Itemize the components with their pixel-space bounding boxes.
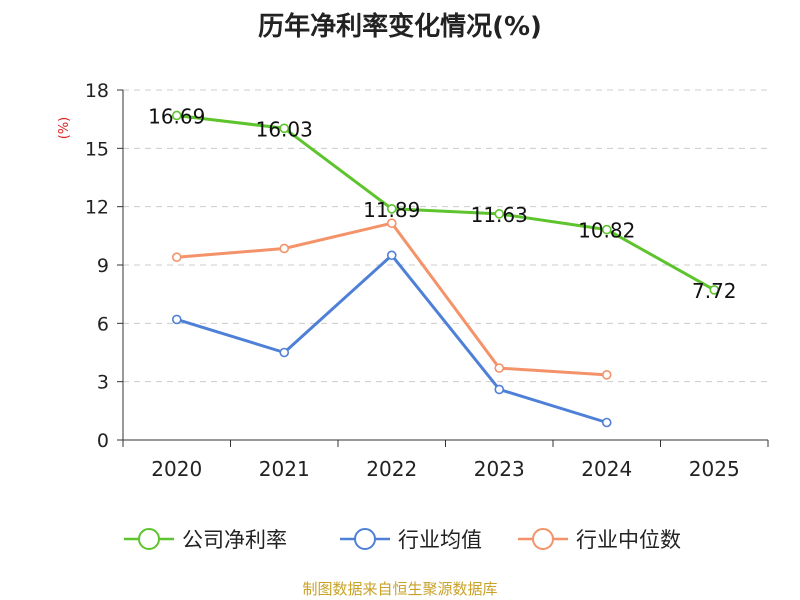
x-tick-label: 2021 [259,457,310,481]
series-2-point [279,243,290,254]
series-0-point [386,204,397,214]
y-axis-label: (%) [57,117,72,140]
legend: 公司净利率 行业均值 行业中位数 [124,528,681,552]
x-tick-label: 2025 [689,457,740,481]
legend-marker-1 [354,528,376,550]
data-label: 10.82 [578,219,635,243]
series-0-point [601,224,612,235]
series-2-point [494,363,505,373]
x-tick-label: 2023 [474,457,525,481]
series-2-point [171,252,182,263]
series-1-point [279,347,290,358]
x-tick-label: 2020 [151,457,202,481]
series-0-point [171,110,182,121]
data-labels: 16.69 16.03 11.89 11.63 10.82 7.72 [148,104,736,302]
y-tick-label: 9 [97,255,109,277]
series-line-1 [176,253,608,424]
y-tick-label: 3 [97,372,109,394]
source-note: 制图数据来自恒生聚源数据库 [302,580,498,598]
series-1-point [601,417,612,428]
x-tick-label: 2024 [581,457,632,481]
legend-marker-0 [138,528,160,550]
chart-title: 历年净利率变化情况(%) [258,12,542,42]
series-1-point [494,384,505,395]
y-tick-label: 18 [85,80,109,102]
data-label: 16.03 [256,117,313,141]
gridlines [123,89,768,383]
series-2-point [601,370,612,380]
y-tick-label: 15 [85,138,109,160]
series-2-point [386,218,397,228]
data-label: 7.72 [692,279,737,303]
legend-label-0: 公司净利率 [182,528,287,552]
x-tick-label: 2022 [366,457,417,481]
legend-label-2: 行业中位数 [576,528,681,552]
legend-label-1: 行业均值 [398,528,482,552]
series-1-point [386,250,397,261]
series-lines [171,110,720,428]
y-tick-label: 0 [97,430,109,452]
axes: 0 3 6 9 12 15 18 2020 2021 2022 2023 2024 2025 (%) [57,80,769,481]
series-0-point [494,209,505,219]
data-label: 11.63 [471,203,528,227]
series-line-0 [176,114,716,292]
series-0-point [279,123,290,134]
data-label: 16.69 [148,104,205,128]
y-tick-label: 6 [97,313,109,335]
data-label: 11.89 [363,198,420,222]
series-line-2 [176,221,607,377]
y-tick-label: 12 [85,197,109,219]
legend-marker-2 [532,528,554,550]
series-1-point [171,314,182,325]
series-0-point [709,285,720,295]
